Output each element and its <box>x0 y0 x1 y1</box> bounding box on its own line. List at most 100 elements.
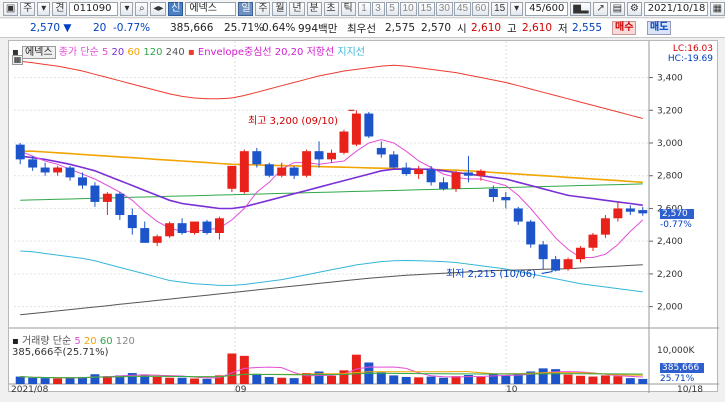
volume-bar <box>426 376 436 384</box>
candle-body <box>264 164 274 176</box>
candle-body <box>40 167 50 173</box>
mode-select-2[interactable]: 견 <box>52 1 68 16</box>
volume-bar <box>625 378 635 384</box>
minute-btn-10[interactable]: 10 <box>399 1 417 16</box>
chart-type-icon[interactable]: ▆▂ <box>570 1 592 16</box>
high-annotation: 최고 3,200 (09/10) <box>248 116 339 127</box>
legend-ma60[interactable]: 60 <box>127 47 141 58</box>
vol-ma60-line <box>20 372 643 379</box>
volume-bar <box>53 378 63 384</box>
candle-body <box>227 165 237 189</box>
sell-button[interactable]: 매도 <box>647 21 672 35</box>
minute-btn-45[interactable]: 45 <box>453 1 472 16</box>
calendar-icon[interactable]: ▦ <box>709 1 725 16</box>
y-tick-label: 3,200 <box>657 106 683 116</box>
legend-resist[interactable]: 저항선 <box>306 47 335 58</box>
volume-bar <box>563 374 573 384</box>
y-tick-label: 2,400 <box>657 237 683 247</box>
save-icon[interactable]: ▤ <box>609 1 625 16</box>
vol-ma20[interactable]: 20 <box>83 336 97 347</box>
buy-button[interactable]: 매수 <box>612 21 637 35</box>
period-second[interactable]: 초 <box>323 1 339 16</box>
x-tick-label: 10/18 <box>677 385 703 393</box>
period-year[interactable]: 년 <box>289 1 305 16</box>
toolbar: ▣ 주 ▾ 견 011090 ▾ ⌕ ◂▸ 신 에넥스 일 주 월 년 분 초 … <box>0 0 725 18</box>
period-day[interactable]: 일 <box>238 1 254 16</box>
volume-rate-box: 25.71% <box>660 374 695 384</box>
x-tick-label: 2021/08 <box>11 385 49 393</box>
candle-body <box>314 151 324 160</box>
volume-bar <box>588 376 598 384</box>
legend-square-icon: ▪ <box>12 47 19 58</box>
legend-ma20[interactable]: 20 <box>111 47 125 58</box>
hc-value: HC:-19.69 <box>667 54 713 64</box>
vol-ma5[interactable]: 5 <box>74 336 81 347</box>
panel-menu-icon[interactable]: ▦ <box>12 55 23 65</box>
volume-rate: 25.71% <box>224 22 265 34</box>
draw-tool-icon[interactable]: ↗ <box>593 1 608 16</box>
legend-ma-label[interactable]: 종가 단순 <box>58 47 99 58</box>
high-label: 고 <box>507 22 517 35</box>
volume-bar <box>152 376 162 384</box>
candle-body <box>389 154 399 168</box>
mode-select[interactable]: 주 <box>20 1 36 16</box>
chevron-down-icon[interactable]: ▾ <box>120 1 134 16</box>
prev-next-icon[interactable]: ◂▸ <box>150 1 167 16</box>
candle-body <box>165 223 175 237</box>
period-minute[interactable]: 분 <box>306 1 322 16</box>
turnover-rate: 0.64% <box>262 22 296 34</box>
vol-ma60[interactable]: 60 <box>99 336 113 347</box>
low-price: 2,555 <box>572 22 603 34</box>
volume-legend: ▪ 거래량 단순 5 20 60 120 <box>12 332 135 347</box>
search-icon[interactable]: ⌕ <box>135 1 149 16</box>
period-month[interactable]: 월 <box>272 1 288 16</box>
vol-legend-label[interactable]: 거래량 단순 <box>21 336 72 347</box>
legend-ma120[interactable]: 120 <box>143 47 163 58</box>
candle-body <box>28 159 38 168</box>
candle-body <box>563 259 573 269</box>
minute-select[interactable]: 15 <box>491 1 509 16</box>
chevron-down-icon[interactable]: ▾ <box>510 1 524 16</box>
legend-stock-name[interactable]: 에넥스 <box>21 46 56 59</box>
layout-icon[interactable]: ▣ <box>3 1 19 16</box>
candle-body <box>613 208 623 219</box>
date-field[interactable]: 2021/10/18 <box>643 1 708 16</box>
minute-btn-3[interactable]: 3 <box>371 1 385 16</box>
minute-btn-30[interactable]: 30 <box>435 1 453 16</box>
low-annotation: 최저 2,215 (10/06) <box>446 269 537 280</box>
volume-bar <box>488 373 498 384</box>
count-field[interactable]: 45/600 <box>525 1 569 16</box>
legend-ma240[interactable]: 240 <box>165 47 185 58</box>
candle-body <box>600 218 610 235</box>
env_lower-line <box>20 250 643 293</box>
minute-btn-1[interactable]: 1 <box>357 1 371 16</box>
volume-bar <box>463 375 473 384</box>
legend-support[interactable]: 지지선 <box>337 47 365 58</box>
volume-bar <box>638 378 648 384</box>
legend-ma5[interactable]: 5 <box>101 47 109 58</box>
current-rate-box: -0.77% <box>660 220 692 230</box>
chart-panel[interactable]: 3,4003,2003,0002,8002,6002,4002,2002,000… <box>8 40 719 395</box>
period-tick[interactable]: 틱 <box>340 1 356 16</box>
minute-btn-5[interactable]: 5 <box>385 1 399 16</box>
candle-body <box>277 167 287 176</box>
gear-icon[interactable]: ⚙ <box>626 1 642 16</box>
price-chart-svg[interactable]: 3,4003,2003,0002,8002,6002,4002,2002,000… <box>9 41 719 395</box>
candle-body <box>102 193 112 202</box>
volume-bar <box>501 375 511 384</box>
legend-envelope[interactable]: Envelope중심선 20,20 <box>197 47 304 58</box>
volume-bar <box>40 378 50 384</box>
chevron-down-icon[interactable]: ▾ <box>37 1 51 16</box>
x-tick-label: 10 <box>506 385 518 393</box>
type-badge: 신 <box>168 1 184 16</box>
minute-btn-15[interactable]: 15 <box>417 1 435 16</box>
volume-bar <box>289 378 299 384</box>
volume-bar <box>28 377 38 384</box>
candle-body <box>127 215 137 229</box>
vol-ma120[interactable]: 120 <box>115 336 135 347</box>
stock-code-input[interactable]: 011090 <box>69 1 119 16</box>
candle-body <box>177 223 187 233</box>
period-week[interactable]: 주 <box>255 1 271 16</box>
ma240-line <box>20 264 643 316</box>
minute-btn-60[interactable]: 60 <box>472 1 490 16</box>
